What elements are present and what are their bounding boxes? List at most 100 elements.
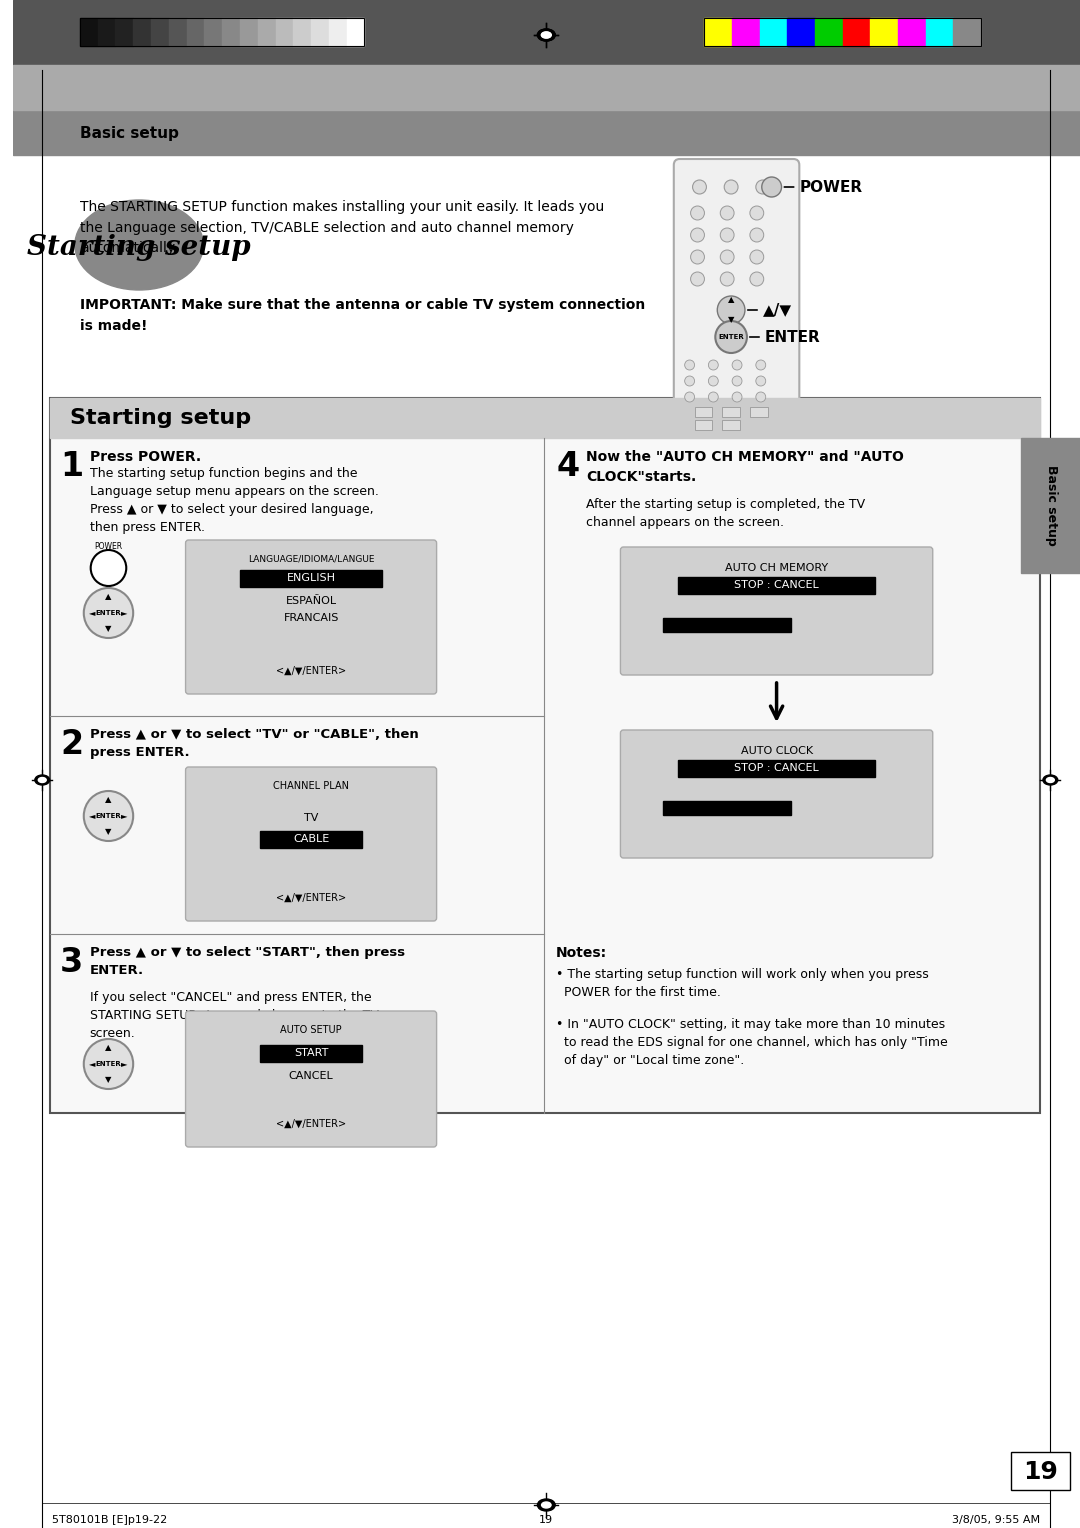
- Circle shape: [685, 361, 694, 370]
- Text: 2: 2: [60, 727, 83, 761]
- Circle shape: [685, 376, 694, 387]
- Bar: [294, 18, 311, 46]
- Bar: [240, 18, 258, 46]
- Text: Now the "AUTO CH MEMORY" and "AUTO
CLOCK"starts.: Now the "AUTO CH MEMORY" and "AUTO CLOCK…: [585, 451, 904, 483]
- Text: Starting setup: Starting setup: [27, 234, 251, 260]
- Text: START: START: [294, 1048, 328, 1057]
- Text: After the starting setup is completed, the TV
channel appears on the screen.: After the starting setup is completed, t…: [585, 498, 865, 529]
- Text: ▲: ▲: [105, 593, 111, 602]
- Bar: [678, 578, 876, 594]
- Text: IMPORTANT: Make sure that the antenna or cable TV system connection
is made!: IMPORTANT: Make sure that the antenna or…: [80, 298, 645, 333]
- Text: 19: 19: [539, 1514, 553, 1525]
- Text: 19: 19: [1023, 1459, 1058, 1484]
- Circle shape: [720, 251, 734, 264]
- Bar: [329, 18, 347, 46]
- Text: TV: TV: [303, 813, 319, 824]
- Bar: [899, 18, 926, 46]
- Bar: [13, 70, 1080, 154]
- Text: <▲/▼/ENTER>: <▲/▼/ENTER>: [276, 666, 347, 675]
- FancyBboxPatch shape: [620, 730, 933, 859]
- Text: ◄: ◄: [90, 608, 96, 617]
- Text: STOP : CANCEL: STOP : CANCEL: [734, 581, 819, 590]
- Ellipse shape: [538, 29, 555, 41]
- Text: LANGUAGE/IDIOMA/LANGUE: LANGUAGE/IDIOMA/LANGUE: [247, 555, 375, 564]
- Text: POWER: POWER: [784, 179, 863, 194]
- Bar: [97, 18, 116, 46]
- Bar: [347, 18, 364, 46]
- Ellipse shape: [541, 32, 551, 38]
- Bar: [222, 18, 240, 46]
- Circle shape: [690, 206, 704, 220]
- Text: Basic setup: Basic setup: [80, 125, 178, 141]
- Bar: [815, 18, 842, 46]
- Text: FRANCAIS: FRANCAIS: [283, 613, 339, 623]
- FancyBboxPatch shape: [186, 1012, 436, 1148]
- Text: ▲: ▲: [105, 1044, 111, 1053]
- Circle shape: [756, 361, 766, 370]
- Bar: [13, 0, 1080, 66]
- Text: ▲/▼: ▲/▼: [747, 303, 792, 318]
- Bar: [760, 18, 787, 46]
- FancyBboxPatch shape: [674, 159, 799, 406]
- Circle shape: [708, 361, 718, 370]
- Text: 5T80101B [E]p19-22: 5T80101B [E]p19-22: [52, 1514, 167, 1525]
- Ellipse shape: [541, 1502, 551, 1508]
- Text: CANCEL: CANCEL: [288, 1071, 334, 1080]
- Text: 1: 1: [60, 451, 83, 483]
- Text: ◄: ◄: [90, 811, 96, 821]
- Text: POWER: POWER: [94, 541, 122, 550]
- Circle shape: [690, 228, 704, 241]
- Circle shape: [91, 550, 126, 587]
- Ellipse shape: [541, 32, 551, 38]
- Bar: [80, 18, 364, 46]
- Circle shape: [708, 393, 718, 402]
- Text: Starting setup: Starting setup: [70, 408, 251, 428]
- FancyBboxPatch shape: [186, 767, 436, 921]
- Circle shape: [725, 180, 738, 194]
- Text: ▼: ▼: [105, 1076, 111, 1085]
- Text: ▲: ▲: [728, 295, 734, 304]
- Bar: [151, 18, 168, 46]
- Text: ►: ►: [121, 811, 127, 821]
- Circle shape: [756, 376, 766, 387]
- Text: <▲/▼/ENTER>: <▲/▼/ENTER>: [276, 892, 347, 903]
- Text: • The starting setup function will work only when you press
  POWER for the firs: • The starting setup function will work …: [556, 969, 929, 999]
- Circle shape: [708, 376, 718, 387]
- Text: ENTER: ENTER: [96, 1060, 121, 1067]
- Text: ►: ►: [121, 608, 127, 617]
- Circle shape: [690, 251, 704, 264]
- Bar: [723, 420, 740, 429]
- FancyBboxPatch shape: [50, 397, 1040, 1112]
- Bar: [50, 397, 1040, 439]
- Ellipse shape: [538, 29, 555, 41]
- Bar: [187, 18, 204, 46]
- Text: 3/8/05, 9:55 AM: 3/8/05, 9:55 AM: [953, 1514, 1040, 1525]
- Text: CHANNEL PLAN: CHANNEL PLAN: [273, 781, 349, 792]
- Circle shape: [750, 228, 764, 241]
- Text: ►: ►: [121, 1059, 127, 1068]
- Bar: [663, 801, 792, 814]
- Bar: [1011, 1452, 1070, 1490]
- Text: ENTER: ENTER: [96, 610, 121, 616]
- Text: ▲: ▲: [105, 796, 111, 805]
- Text: <▲/▼/ENTER>: <▲/▼/ENTER>: [276, 1118, 347, 1129]
- Bar: [704, 18, 732, 46]
- Bar: [954, 18, 981, 46]
- Circle shape: [717, 296, 745, 324]
- Bar: [259, 831, 363, 848]
- Bar: [723, 406, 740, 417]
- Text: The starting setup function begins and the
Language setup menu appears on the sc: The starting setup function begins and t…: [90, 468, 379, 533]
- Bar: [694, 406, 713, 417]
- Bar: [80, 18, 97, 46]
- Text: ENTER: ENTER: [96, 813, 121, 819]
- FancyBboxPatch shape: [620, 547, 933, 675]
- Text: Press ▲ or ▼ to select "START", then press
ENTER.: Press ▲ or ▼ to select "START", then pre…: [90, 946, 405, 976]
- Bar: [926, 18, 954, 46]
- Bar: [704, 18, 981, 46]
- Circle shape: [715, 321, 747, 353]
- Bar: [842, 18, 870, 46]
- Text: ENTER: ENTER: [750, 330, 821, 344]
- Text: Basic setup: Basic setup: [1044, 465, 1057, 545]
- Text: Press POWER.: Press POWER.: [90, 451, 201, 465]
- Text: ESPAÑOL: ESPAÑOL: [285, 596, 337, 607]
